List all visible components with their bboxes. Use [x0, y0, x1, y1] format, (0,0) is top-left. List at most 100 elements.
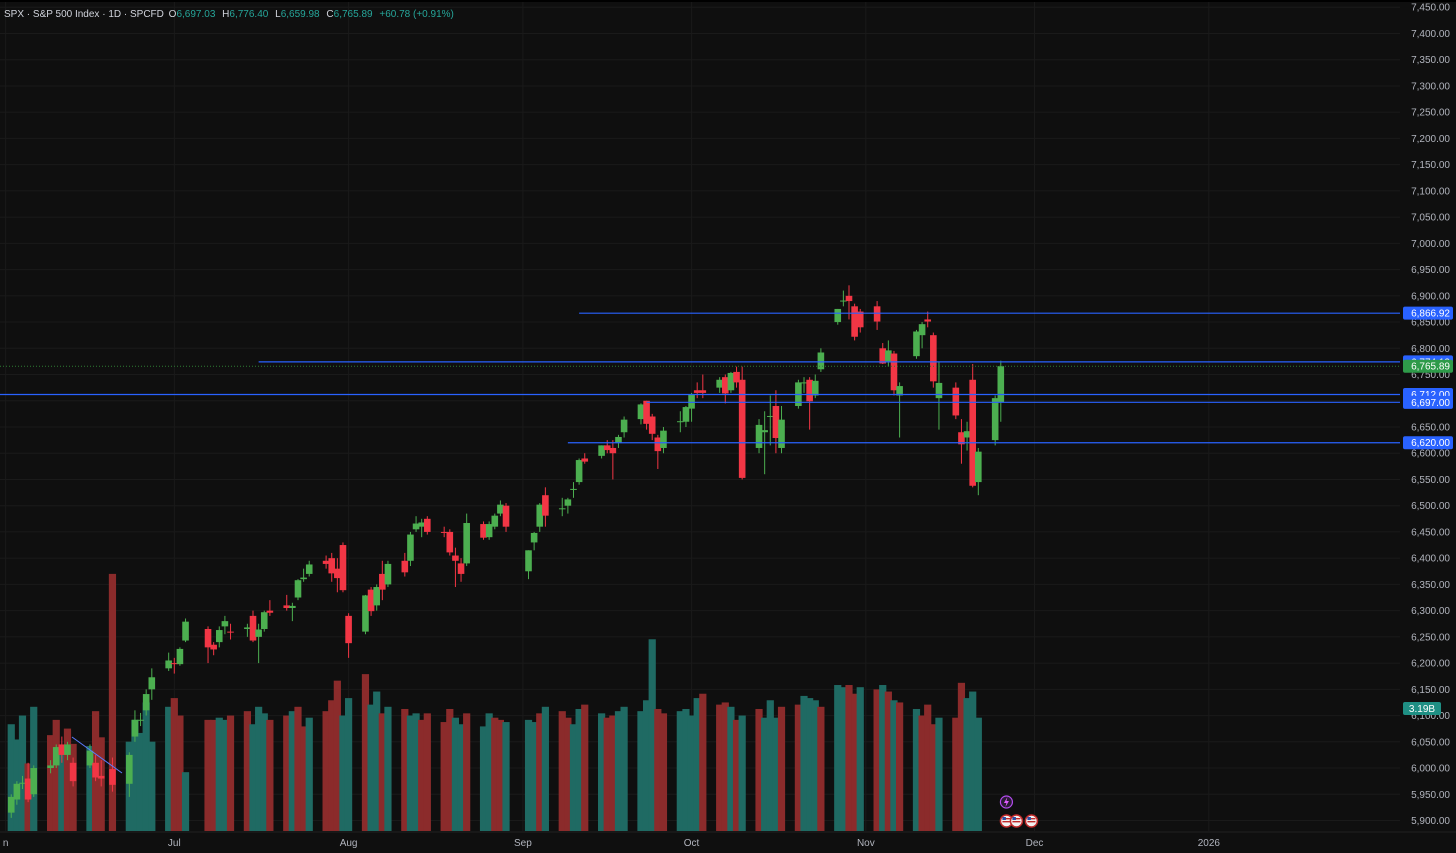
volume-bar [300, 726, 308, 831]
candle [480, 521, 487, 540]
high-label: H [222, 9, 230, 20]
candle [766, 395, 774, 446]
candle [407, 531, 414, 567]
high-value: 6,776.40 [229, 9, 269, 20]
candle [334, 558, 341, 593]
candle-body [260, 612, 268, 629]
candle [570, 482, 577, 498]
candle-body [873, 306, 881, 322]
candle-body [424, 518, 431, 532]
y-tick-label: 6,550.00 [1411, 475, 1450, 486]
y-tick-label: 7,150.00 [1411, 160, 1450, 171]
lightning-glyph [1003, 797, 1009, 807]
open-value: 6,697.03 [176, 9, 216, 20]
candle-body [856, 311, 864, 328]
volume-bar [47, 735, 55, 831]
candle [502, 503, 510, 532]
y-tick-label: 6,100.00 [1411, 711, 1450, 722]
candle-body [452, 555, 459, 561]
x-tick-label: Nov [857, 838, 875, 849]
candle [598, 445, 605, 459]
volume-bar [879, 685, 887, 831]
volume-bar [148, 741, 156, 831]
y-tick-label: 6,500.00 [1411, 501, 1450, 512]
candle [727, 371, 735, 393]
candle [648, 413, 656, 441]
candle [997, 360, 1005, 422]
volume-bar [322, 711, 330, 831]
volume-bar [817, 706, 825, 831]
volume-bar [69, 743, 77, 831]
candle-body [575, 460, 583, 483]
level-price-tag-text: 6,697.00 [1411, 398, 1450, 409]
volume-bar [609, 715, 617, 831]
candle [221, 615, 229, 635]
volume-bar [581, 704, 589, 831]
candle-body [598, 445, 605, 456]
symbol-title[interactable]: SPX · S&P 500 Index · 1D · SPCFD [4, 9, 164, 20]
volume-bar [738, 715, 746, 831]
candle [86, 744, 94, 769]
candle-body [806, 379, 813, 402]
candle-body [182, 621, 189, 641]
flag-stripe [1012, 821, 1021, 823]
candle [64, 741, 71, 761]
candle-body [367, 589, 375, 612]
candle-body [126, 754, 133, 784]
volume-bar [18, 715, 27, 831]
level-price-tag-bg [1403, 306, 1453, 320]
candle [969, 364, 976, 488]
y-tick-label: 6,850.00 [1411, 318, 1450, 329]
candle [991, 395, 999, 446]
candle-body [244, 627, 251, 629]
candle-body [440, 531, 448, 533]
candle-body [227, 631, 234, 633]
candle [930, 332, 937, 388]
candle [52, 744, 60, 769]
volume-bar [457, 724, 465, 831]
candle-body [339, 545, 347, 591]
volume-bar [524, 719, 533, 831]
flag-canton [1012, 817, 1016, 820]
candle-body [817, 352, 825, 370]
candle-body [975, 451, 982, 483]
candle [294, 579, 302, 601]
volume-bar [800, 695, 808, 831]
volume-bar [142, 702, 150, 831]
candle-body [570, 488, 577, 490]
x-tick-label: Oct [684, 838, 700, 849]
volume-bar [890, 700, 898, 831]
candle-body [913, 331, 920, 357]
candle [131, 710, 139, 742]
flag-canton [1002, 817, 1006, 820]
candle-body [266, 610, 274, 613]
candle [215, 626, 223, 648]
volume-bar [294, 706, 302, 831]
x-tick-label: 2026 [1198, 838, 1221, 849]
volume-tag-text: 3.19B [1409, 704, 1435, 715]
volume-bar [204, 719, 212, 831]
y-tick-label: 6,650.00 [1411, 422, 1450, 433]
candle-body [283, 605, 291, 609]
y-axis-labels: 5,900.00 5,950.00 6,000.00 6,050.00 6,100.00… [1411, 3, 1450, 827]
candle-body [564, 499, 572, 506]
volume-bar [131, 719, 139, 831]
y-tick-label: 7,000.00 [1411, 239, 1450, 250]
candle [210, 642, 217, 656]
x-tick-label: n [3, 838, 9, 849]
y-tick-label: 6,000.00 [1411, 764, 1450, 775]
candle [609, 440, 617, 480]
candle-body [643, 400, 650, 424]
level-price-tag: 6,620.00 [1403, 436, 1453, 450]
volume-bar [328, 700, 336, 831]
candle [660, 426, 667, 454]
candle-body [148, 677, 156, 690]
volume-bar [598, 713, 606, 831]
candle-body [215, 630, 223, 643]
candle-body [530, 532, 538, 543]
volume-bar [806, 698, 814, 831]
candle [305, 560, 313, 577]
candle-body [918, 324, 926, 336]
volume-bar [210, 719, 218, 831]
